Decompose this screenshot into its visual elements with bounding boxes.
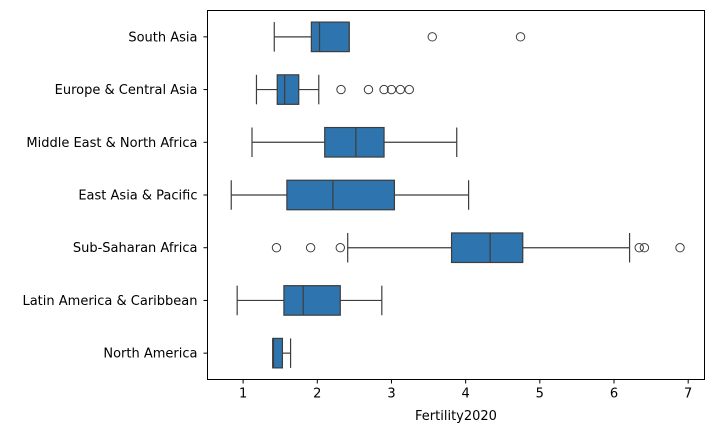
outlier-point: [404, 84, 414, 95]
box-group: [271, 232, 685, 264]
x-tick-label: 2: [313, 387, 321, 402]
outlier-point: [395, 84, 406, 95]
outlier-point: [305, 243, 316, 253]
box-iqr: [286, 179, 396, 211]
y-tick-label: Latin America & Caribbean: [22, 294, 197, 309]
x-tick-label: 1: [239, 387, 247, 402]
boxes-layer: [230, 21, 685, 369]
x-tick-label: 5: [536, 387, 544, 402]
outlier-point: [427, 32, 437, 42]
outlier-point: [675, 243, 685, 253]
box-iqr: [272, 337, 284, 369]
outlier-point: [336, 84, 346, 95]
box-iqr: [310, 21, 350, 53]
box-iqr: [276, 74, 300, 105]
outlier-point: [515, 32, 526, 42]
x-axis-label: Fertility2020: [415, 409, 497, 424]
x-tick-label: 3: [387, 387, 395, 402]
outlier-point: [271, 243, 282, 253]
box-group: [272, 337, 292, 369]
x-tick-label: 4: [462, 387, 470, 402]
y-tick-label: East Asia & Pacific: [78, 189, 197, 204]
y-tick-label: Europe & Central Asia: [55, 83, 198, 98]
x-tick-label: 6: [610, 387, 618, 402]
box-group: [230, 179, 470, 211]
box-iqr: [450, 232, 524, 264]
y-tick-label: Middle East & North Africa: [26, 136, 197, 151]
outlier-point: [363, 84, 374, 95]
outlier-point: [634, 243, 644, 253]
outlier-point: [386, 84, 397, 95]
y-tick-label: Sub-Saharan Africa: [73, 241, 198, 256]
box-iqr: [283, 285, 341, 316]
outlier-point: [379, 84, 389, 95]
y-tick-label: North America: [103, 347, 197, 362]
box-group: [236, 285, 383, 316]
y-tick-label: South Asia: [128, 30, 197, 45]
outlier-point: [639, 243, 650, 253]
axis-ticks-layer: South Asia Europe & Central Asia Middle Ea…: [22, 30, 692, 401]
box-group: [251, 126, 458, 158]
box-group: [273, 21, 526, 53]
outlier-point: [335, 243, 345, 253]
box-group: [255, 74, 414, 105]
x-tick-label: 7: [684, 387, 692, 402]
box-iqr: [324, 126, 385, 158]
